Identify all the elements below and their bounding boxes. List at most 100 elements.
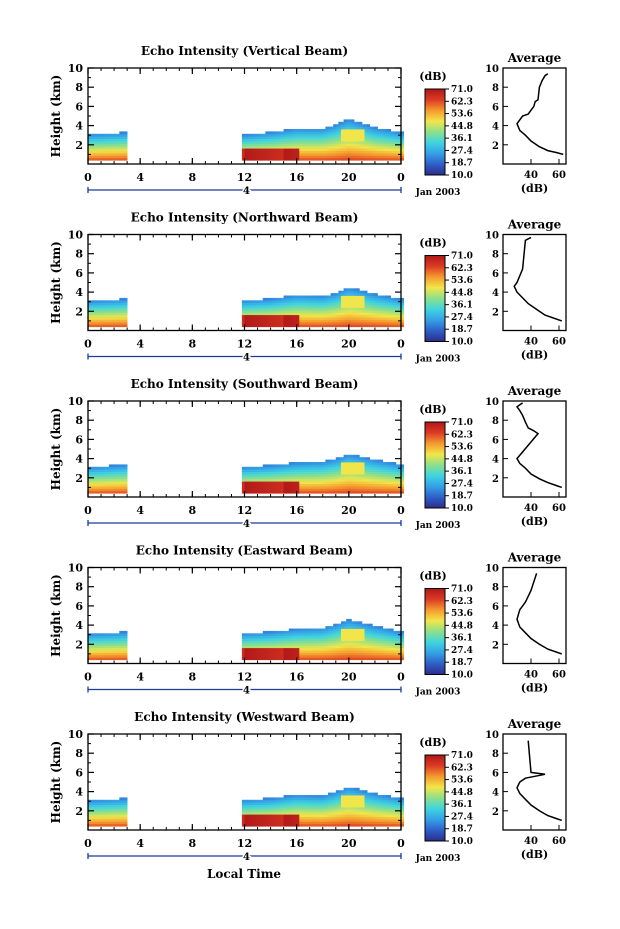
heatmap-cell [270,635,274,639]
heatmap-cell [296,150,300,154]
heatmap-cell [328,307,331,311]
heatmap-cell [390,654,394,658]
heatmap-cell [325,647,329,651]
heatmap-cell [312,143,316,147]
heatmap-cell [388,145,391,149]
heatmap-cell [108,811,112,815]
heatmap-cell [304,157,308,161]
heatmap-cell [281,657,284,661]
heatmap-cell [304,471,308,475]
heatmap-cell [364,126,368,130]
heatmap-cell [95,816,99,820]
heatmap-cell [98,490,102,494]
heatmap-cell [241,133,245,137]
heatmap-cell [121,652,125,656]
heatmap-cell [330,319,334,323]
heatmap-cell [281,630,284,634]
heatmap-cell [312,131,316,135]
heatmap-cell [95,155,99,159]
heatmap-cell [351,488,355,492]
heatmap-cell [278,490,282,494]
heatmap-cell [330,481,334,484]
heatmap-cell [325,143,329,147]
heatmap-cell [343,633,347,637]
heatmap-cell [88,155,91,159]
heatmap-cell [270,640,274,644]
heatmap-cell [364,309,368,313]
heatmap-cell [333,481,337,484]
heatmap-cell [312,321,316,325]
heatmap-cell [288,324,292,328]
heatmap-cell [275,650,279,653]
heatmap-cell [283,155,287,159]
heatmap-cell [382,486,386,489]
heatmap-cell [103,490,107,494]
heatmap-cell [388,133,391,137]
heatmap-cell [88,814,91,817]
heatmap-cell [244,474,248,477]
heatmap-cell [374,642,378,646]
day-label: 4 [243,353,250,364]
heatmap-cell [359,633,363,637]
heatmap-cell [398,654,402,658]
heatmap-cell [283,799,287,803]
heatmap-cell [364,647,368,651]
heatmap-cell [262,802,266,805]
heatmap-cell [309,476,313,480]
heatmap-cell [291,640,295,644]
heatmap-cell [341,293,344,296]
heatmap-cell [294,155,298,159]
heatmap-cell [346,302,350,306]
heatmap-cell [262,486,266,489]
heatmap-cell [294,312,298,316]
heatmap-cell [343,317,347,320]
heatmap-cell [116,823,120,827]
heatmap-cell [108,799,112,803]
heatmap-cell [299,821,303,825]
heatmap-cell [304,469,308,472]
heatmap-cell [121,490,125,494]
heatmap-cell [111,633,115,637]
heatmap-cell [294,324,298,328]
heatmap-cell [301,478,305,482]
heatmap-cell [288,317,292,320]
heatmap-cell [333,124,337,127]
heatmap-cell [283,483,287,487]
heatmap-cell [398,657,402,661]
heatmap-cell [356,469,360,472]
heatmap-cell [351,295,355,299]
heatmap-cell [288,814,292,817]
heatmap-cell [307,153,311,156]
heatmap-cell [385,650,389,653]
heatmap-cell [395,469,399,472]
heatmap-cell [359,647,363,651]
heatmap-cell [260,645,264,649]
heatmap-cell [103,635,107,639]
heatmap-cell [88,640,91,644]
heatmap-cell [121,302,125,306]
heatmap-cell [244,657,248,661]
heatmap-cell [301,486,305,489]
heatmap-cell [262,136,266,139]
heatmap-cell [314,647,318,651]
heatmap-cell [367,157,371,161]
heatmap-cell [385,640,389,644]
heatmap-cell [304,483,308,487]
heatmap-cell [247,476,251,480]
heatmap-cell [304,647,308,651]
heatmap-cell [247,821,251,825]
heatmap-cell [275,478,279,482]
heatmap-cell [314,145,318,149]
heatmap-cell [268,133,271,137]
heatmap-cell [247,466,251,470]
heatmap-cell [101,823,104,827]
heatmap-cell [281,302,284,306]
heatmap-cell [341,630,344,634]
heatmap-cell [103,633,107,637]
heatmap-cell [393,654,397,658]
profile-x-tick-label: 40 [524,503,538,514]
heatmap-cell [244,633,248,637]
heatmap-cell [296,297,300,301]
heatmap-cell [320,300,324,304]
heatmap-cell [294,317,298,320]
